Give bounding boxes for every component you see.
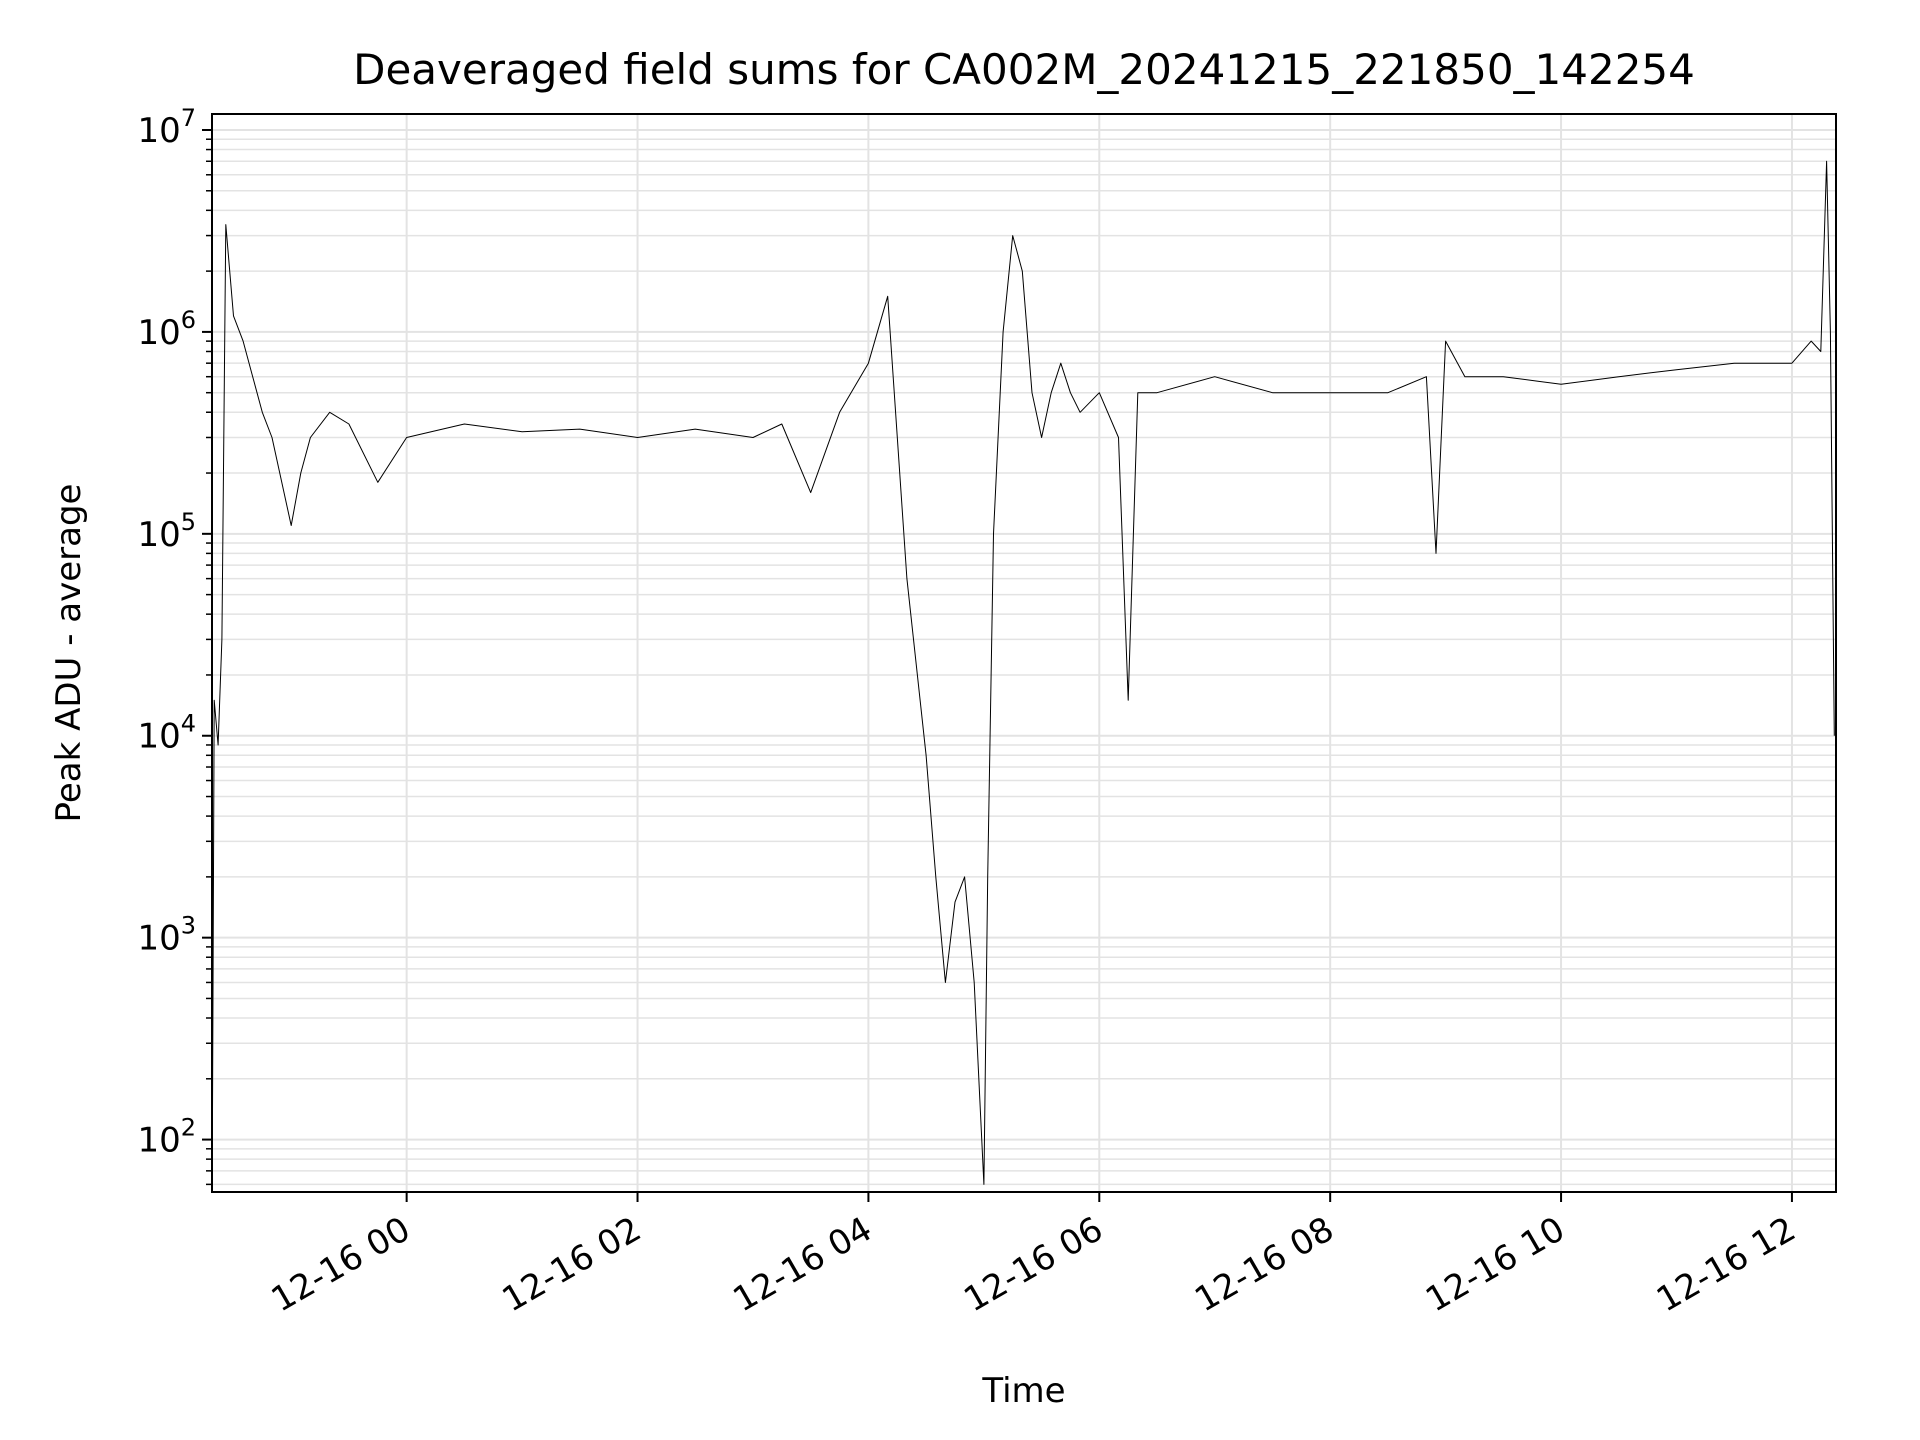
x-axis-label: Time [981, 1371, 1065, 1411]
chart-title: Deaveraged field sums for CA002M_2024121… [353, 45, 1695, 94]
plot-area-frame [211, 113, 1837, 1193]
series-line [211, 160, 1835, 1185]
grid-lines [212, 114, 1836, 1192]
series-layer [211, 160, 1835, 1185]
y-axis-label: Peak ADU - average [49, 484, 89, 823]
